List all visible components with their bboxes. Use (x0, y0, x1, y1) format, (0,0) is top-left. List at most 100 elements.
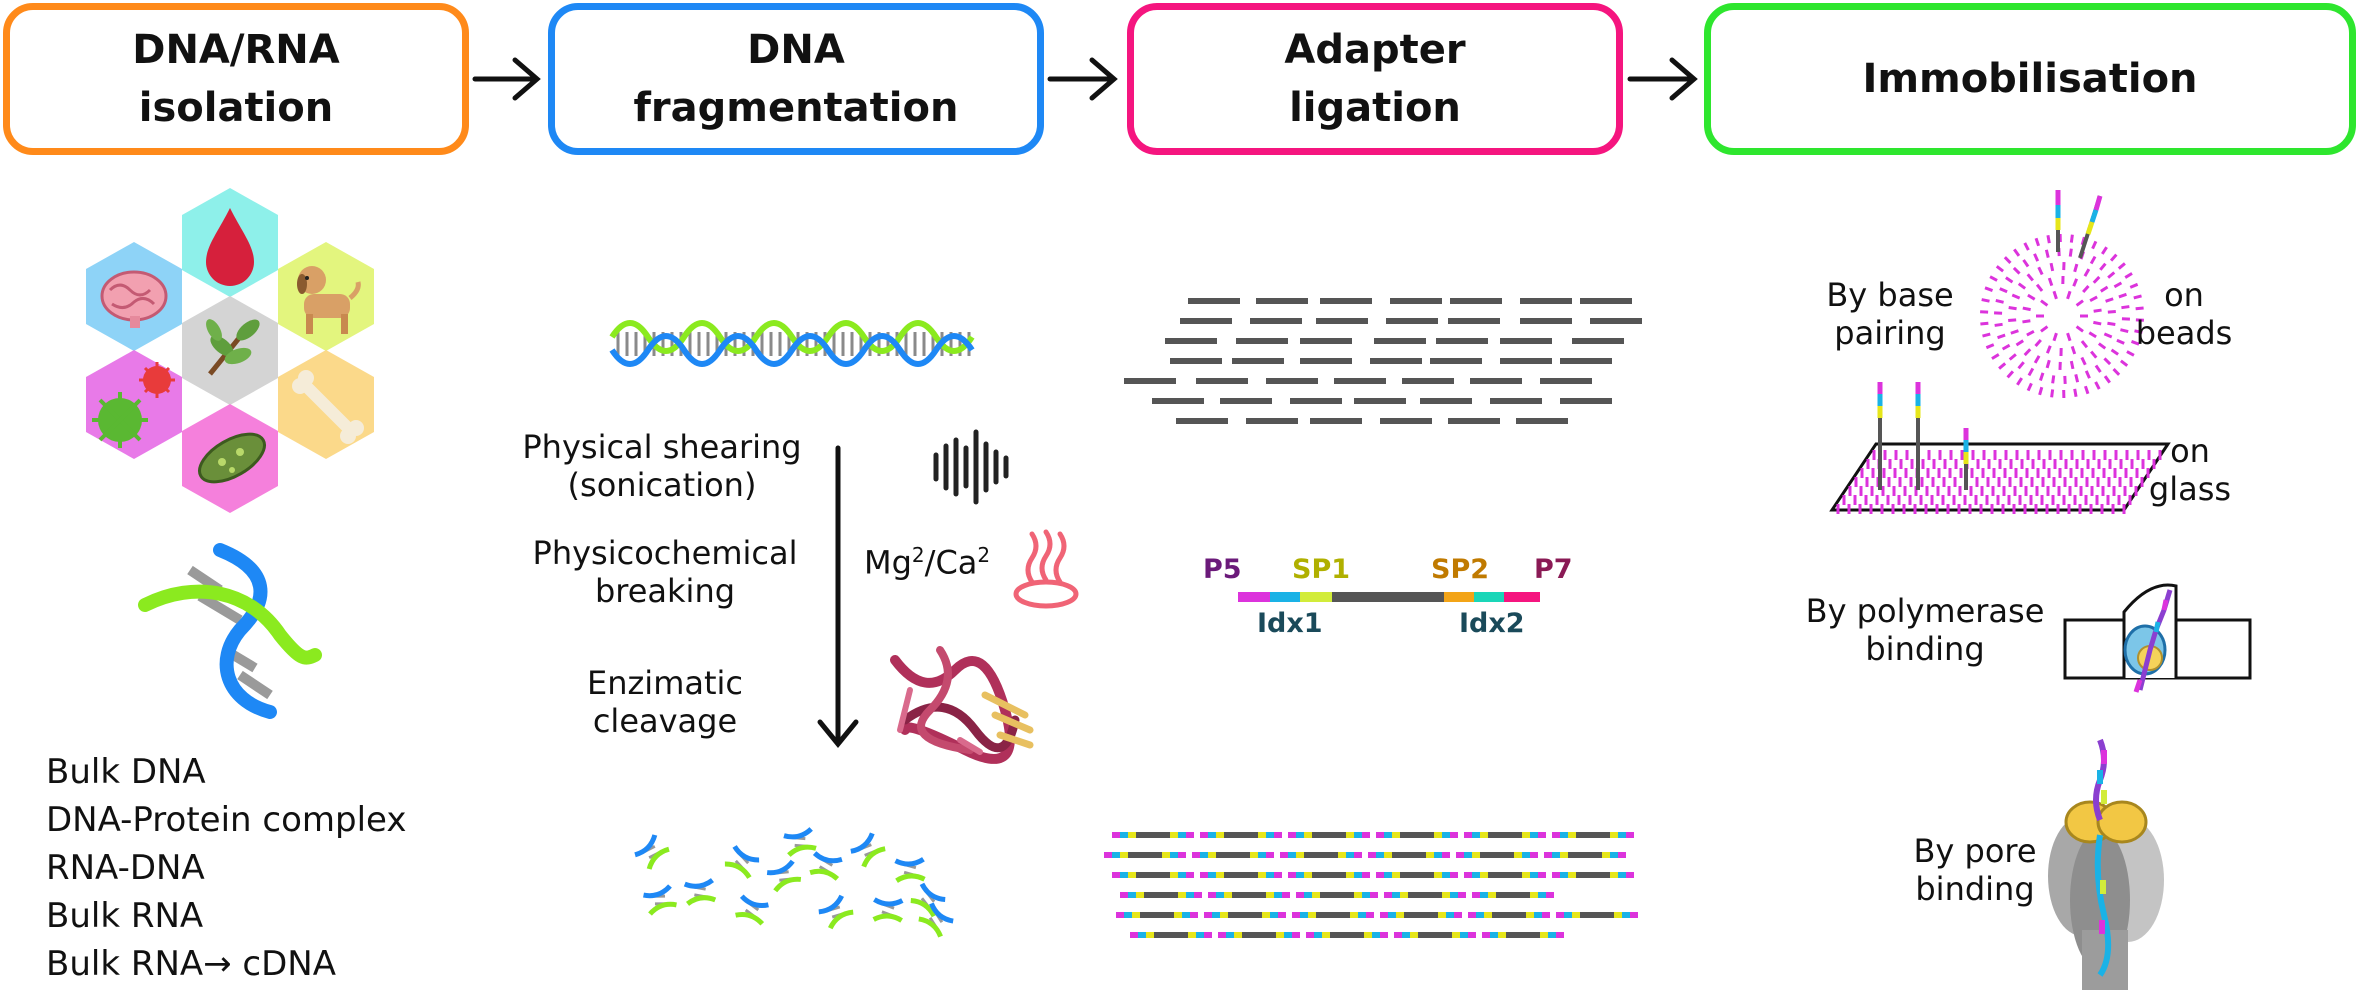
gray-fragment (1310, 418, 1362, 424)
adapter-sp2: SP2 (1431, 554, 1490, 585)
label-on-beads: on beads (2124, 276, 2244, 352)
label-base-line1: By base (1826, 276, 1954, 314)
dna-fragment (634, 834, 670, 870)
ligated-fragment (1112, 872, 1194, 878)
ligated-fragment (1376, 872, 1458, 878)
leaf-icon (206, 319, 260, 376)
label-glass-line1: on (2170, 432, 2210, 470)
nanopore-icon (2048, 738, 2164, 990)
source-list: Bulk DNA DNA-Protein complex RNA-DNA Bul… (46, 748, 406, 988)
gray-fragment (1436, 338, 1488, 344)
label-pore-line1: By pore (1913, 832, 2037, 870)
dna-fragment-pool (1124, 298, 1642, 424)
dna-fragment (783, 827, 817, 857)
step-isolation-line2: isolation (138, 85, 334, 131)
source-item: RNA-DNA (46, 848, 205, 888)
method-physical-line1: Physical shearing (522, 428, 802, 466)
brain-icon (100, 270, 168, 328)
gray-fragment (1170, 358, 1222, 364)
gray-fragment (1250, 318, 1302, 324)
dna-helix-icon (138, 543, 322, 719)
ion-mg: Mg (864, 543, 912, 582)
flow-arrow-3 (1627, 57, 1698, 101)
ligated-fragment (1380, 912, 1462, 918)
method-physicochemical: Physicochemical breaking (512, 534, 818, 610)
step-adapter-line2: ligation (1289, 85, 1461, 131)
gray-fragment (1220, 398, 1272, 404)
gray-fragment (1256, 298, 1308, 304)
ligated-fragment (1482, 932, 1564, 938)
source-item: Bulk DNA (46, 752, 206, 792)
gray-fragment (1448, 318, 1500, 324)
adapter-idx2: Idx2 (1459, 608, 1525, 639)
gray-fragment (1560, 358, 1612, 364)
ligated-fragment (1200, 872, 1282, 878)
ligated-fragment (1292, 912, 1374, 918)
step-immobilisation: Immobilisation (1704, 3, 2356, 155)
fragmentation-arrow (817, 445, 859, 748)
dna-fragment (735, 894, 769, 926)
label-on-glass: on glass (2130, 432, 2250, 508)
dna-fragment (918, 902, 954, 938)
step-adapter-line1: Adapter (1284, 27, 1466, 73)
gray-fragment (1500, 358, 1552, 364)
ligated-fragment (1464, 872, 1546, 878)
gray-fragment (1180, 318, 1232, 324)
gray-fragment (1386, 318, 1438, 324)
label-poly-line2: binding (1865, 630, 1985, 668)
step-isolation-line1: DNA/RNA (132, 27, 340, 73)
ligated-fragment (1204, 912, 1286, 918)
label-pore-binding: By pore binding (1900, 832, 2050, 908)
method-physical-shearing: Physical shearing (sonication) (512, 428, 812, 504)
method-physicochemical-line1: Physicochemical (532, 534, 798, 572)
flow-arrow-1 (472, 57, 541, 101)
step-fragmentation: DNA fragmentation (548, 3, 1044, 155)
source-item: DNA-Protein complex (46, 800, 407, 840)
ion-ca: /Ca (924, 543, 978, 582)
gray-fragment (1470, 378, 1522, 384)
ligated-fragment (1384, 892, 1466, 898)
gray-fragment (1354, 398, 1406, 404)
dna-fragment (818, 894, 854, 930)
gray-fragment (1430, 358, 1482, 364)
ligated-fragment (1288, 832, 1370, 838)
gray-fragment (1176, 418, 1228, 424)
sound-wave-icon (933, 429, 1009, 505)
ligated-fragment (1472, 892, 1554, 898)
ligated-fragment (1104, 852, 1186, 858)
gray-fragment (1590, 318, 1642, 324)
ligated-fragment (1468, 912, 1550, 918)
gray-fragment (1188, 298, 1240, 304)
flow-arrow-2 (1047, 57, 1118, 101)
sample-sources-hexagons (86, 188, 374, 513)
ligated-fragment (1552, 872, 1634, 878)
hot-springs-icon (1013, 529, 1079, 609)
ligated-fragment (1130, 932, 1212, 938)
ligated-fragment (1296, 892, 1378, 898)
gray-fragment (1572, 338, 1624, 344)
gray-fragment (1290, 398, 1342, 404)
step-fragmentation-line2: fragmentation (633, 85, 959, 131)
dna-fragment (809, 851, 843, 881)
polymerase-chamber (2063, 583, 2252, 693)
ion-mg-charge: 2 (911, 543, 925, 567)
label-beads-line2: beads (2135, 314, 2233, 352)
gray-fragment (1266, 378, 1318, 384)
gray-fragment (1500, 338, 1552, 344)
gray-fragment (1165, 338, 1217, 344)
bacterium-icon (198, 432, 266, 484)
gray-fragment (1540, 378, 1592, 384)
gray-fragment (1420, 398, 1472, 404)
ligated-fragment (1116, 912, 1198, 918)
label-beads-line1: on (2164, 276, 2204, 314)
ligated-fragment (1544, 852, 1626, 858)
source-item: Bulk RNA (46, 896, 204, 936)
gray-fragment (1374, 338, 1426, 344)
gray-fragment (1232, 358, 1284, 364)
virus-icon (92, 362, 175, 448)
gray-fragment (1490, 398, 1542, 404)
label-glass-line2: glass (2148, 470, 2232, 508)
dna-strand-icon (609, 320, 975, 367)
adapter-sp1: SP1 (1292, 554, 1351, 585)
